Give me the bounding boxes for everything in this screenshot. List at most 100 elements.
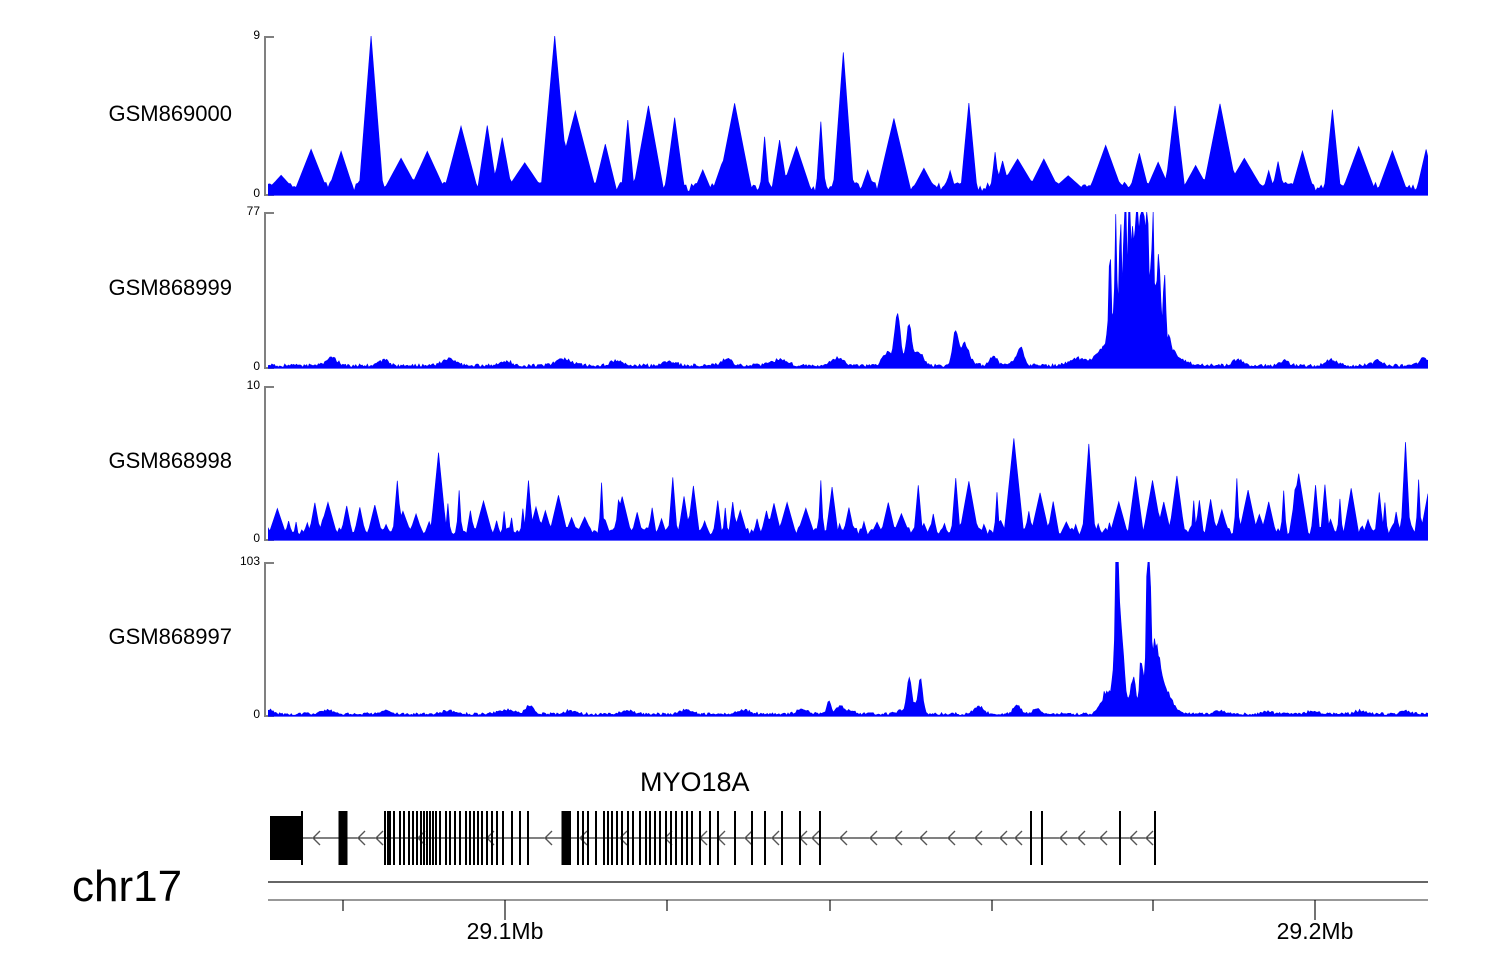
strand-arrow-icon	[1014, 830, 1023, 846]
gene-exon	[399, 811, 401, 865]
strand-arrow-icon	[974, 830, 983, 846]
axis-max-label: 9	[253, 28, 260, 42]
gene-exon	[435, 811, 437, 865]
strand-arrow-icon	[919, 830, 928, 846]
gene-exon	[686, 811, 688, 865]
axis-max-label: 10	[246, 378, 260, 392]
gene-exon	[416, 811, 418, 865]
strand-arrow-icon	[544, 830, 553, 846]
strand-arrow-icon	[771, 830, 780, 846]
gene-exon	[645, 811, 647, 865]
gene-exon	[491, 811, 493, 865]
gene-exon	[511, 811, 513, 865]
gene-exon	[486, 811, 488, 865]
ruler-tick-label: 29.1Mb	[466, 918, 544, 944]
gene-exon	[799, 811, 801, 865]
strand-arrow-icon	[894, 830, 903, 846]
track-label: GSM868998	[108, 448, 232, 473]
gene-exon	[469, 811, 471, 865]
strand-arrow-icon	[312, 830, 321, 846]
chromosome-label: chr17	[72, 862, 183, 911]
gene-exon	[420, 811, 422, 865]
strand-arrow-icon	[1077, 830, 1086, 846]
gene-exon	[819, 811, 821, 865]
gene-exon	[582, 811, 584, 865]
gene-exon	[412, 811, 414, 865]
gene-exon	[561, 811, 571, 865]
strand-arrow-icon	[1099, 830, 1108, 846]
gene-exon	[621, 811, 623, 865]
axis-max-label: 77	[246, 204, 260, 218]
coverage-plot	[268, 212, 1428, 369]
gene-model[interactable]	[0, 803, 1500, 873]
gene-exon	[432, 811, 434, 865]
gene-exon	[764, 811, 766, 865]
gene-utr-block	[270, 816, 302, 860]
gene-exon	[408, 811, 410, 865]
strand-arrow-icon	[579, 830, 588, 846]
gene-exon	[611, 811, 613, 865]
strand-arrow-icon	[1145, 830, 1154, 846]
gene-exon	[649, 811, 651, 865]
gene-exon	[751, 811, 753, 865]
axis-min-label: 0	[253, 359, 260, 373]
strand-arrow-icon	[999, 830, 1008, 846]
gene-exon	[654, 811, 656, 865]
gene-exon	[384, 811, 386, 865]
strand-arrow-icon	[357, 830, 366, 846]
gene-exon	[691, 811, 693, 865]
gene-exon	[670, 811, 672, 865]
strand-arrow-icon	[1059, 830, 1068, 846]
gene-exon	[1041, 811, 1043, 865]
coverage-plot	[268, 36, 1428, 196]
coverage-plot	[268, 438, 1428, 541]
axis-min-label: 0	[253, 531, 260, 545]
gene-exon	[639, 811, 641, 865]
gene-name-label[interactable]: MYO18A	[640, 767, 750, 797]
strand-arrow-icon	[1129, 830, 1138, 846]
gene-exon	[445, 811, 447, 865]
gene-exon	[449, 811, 451, 865]
gene-exon	[595, 811, 597, 865]
axis-min-label: 0	[253, 707, 260, 721]
gene-exon	[393, 811, 395, 865]
gene-exon	[459, 811, 461, 865]
gene-exon	[675, 811, 677, 865]
strand-arrow-icon	[375, 830, 384, 846]
gene-exon	[569, 811, 571, 865]
gene-exon	[607, 811, 609, 865]
strand-arrow-icon	[869, 830, 878, 846]
gene-exon	[477, 811, 479, 865]
gene-exon	[603, 811, 605, 865]
gene-exon	[496, 811, 498, 865]
gene-exon	[627, 811, 629, 865]
gene-exon	[781, 811, 783, 865]
gene-exon	[717, 811, 719, 865]
gene-exon	[426, 811, 428, 865]
gene-exon	[1030, 811, 1032, 865]
gene-exon	[423, 811, 425, 865]
gene-exon	[502, 811, 504, 865]
gene-exon	[429, 811, 431, 865]
gene-exon	[301, 811, 303, 865]
gene-exon	[389, 811, 391, 865]
ruler-tick-label: 29.2Mb	[1276, 918, 1354, 944]
strand-arrow-icon	[839, 830, 848, 846]
gene-exon	[709, 811, 711, 865]
gene-exon	[616, 811, 618, 865]
gene-exon	[345, 811, 347, 865]
strand-arrow-icon	[744, 830, 753, 846]
gene-exon	[632, 811, 634, 865]
gene-exon	[387, 811, 389, 865]
gene-exon	[473, 811, 475, 865]
gene-exon	[519, 811, 521, 865]
gene-exon	[403, 811, 405, 865]
gene-exon	[665, 811, 667, 865]
gene-exon	[338, 811, 348, 865]
strand-arrow-icon	[619, 830, 628, 846]
genome-ruler[interactable]	[0, 875, 1500, 925]
gene-exon	[1154, 811, 1156, 865]
gene-exon	[1119, 811, 1121, 865]
track-label: GSM868999	[108, 275, 232, 300]
